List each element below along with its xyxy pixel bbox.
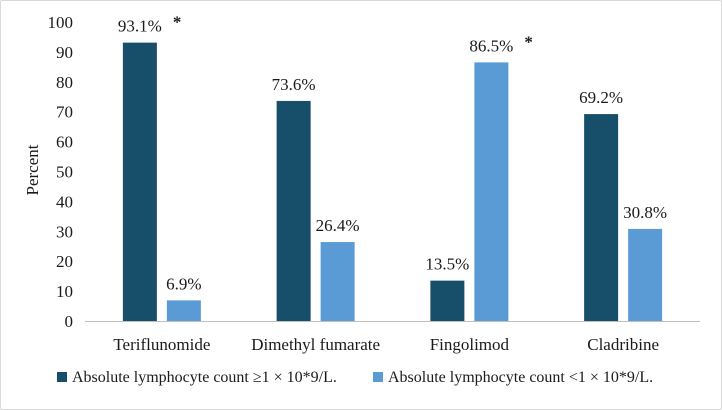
y-tick-label: 100 bbox=[48, 13, 74, 32]
y-tick-label: 0 bbox=[65, 312, 74, 331]
data-label: 69.2% bbox=[579, 88, 623, 107]
x-tick-label: Cladribine bbox=[587, 335, 659, 354]
bars bbox=[122, 42, 663, 322]
data-label: 13.5% bbox=[425, 255, 469, 274]
y-tick-label: 70 bbox=[56, 103, 73, 122]
data-label: 93.1% bbox=[118, 17, 162, 36]
data-label: 73.6% bbox=[272, 75, 316, 94]
y-tick-label: 50 bbox=[56, 163, 73, 182]
data-label: 26.4% bbox=[316, 216, 360, 235]
x-tick-label: Fingolimod bbox=[430, 335, 510, 354]
data-labels: 93.1% * 6.9% 73.6% 26.4% 13.5% 86.5% * 69.2% 30.8… bbox=[118, 13, 667, 294]
bar bbox=[474, 62, 509, 322]
significance-marker: * bbox=[173, 13, 182, 32]
bar bbox=[584, 114, 619, 321]
significance-marker: * bbox=[524, 32, 533, 51]
legend-swatch bbox=[373, 372, 383, 382]
y-axis: 0 10 20 30 40 50 60 70 80 90 100 bbox=[48, 13, 74, 331]
y-tick-label: 60 bbox=[56, 133, 73, 152]
bar bbox=[276, 100, 311, 321]
x-tick-label: Teriflunomide bbox=[113, 335, 210, 354]
data-label: 6.9% bbox=[166, 274, 201, 293]
y-tick-label: 20 bbox=[56, 252, 73, 271]
bar bbox=[430, 280, 465, 321]
y-tick-label: 10 bbox=[56, 282, 73, 301]
bar bbox=[122, 42, 157, 321]
bar bbox=[628, 228, 663, 321]
y-tick-label: 30 bbox=[56, 222, 73, 241]
y-axis-label: Percent bbox=[23, 144, 42, 195]
y-tick-label: 90 bbox=[56, 43, 73, 62]
legend-swatch bbox=[57, 372, 67, 382]
x-axis: Teriflunomide Dimethyl fumarate Fingolimod… bbox=[85, 321, 700, 354]
data-label: 30.8% bbox=[623, 203, 667, 222]
bar bbox=[320, 242, 355, 321]
legend-label: Absolute lymphocyte count ≥1 × 10*9/L. bbox=[72, 369, 337, 386]
x-tick-label: Dimethyl fumarate bbox=[251, 335, 380, 354]
y-tick-label: 80 bbox=[56, 73, 73, 92]
legend-label: Absolute lymphocyte count <1 × 10*9/L. bbox=[388, 369, 653, 386]
data-label: 86.5% bbox=[469, 36, 513, 55]
legend: Absolute lymphocyte count ≥1 × 10*9/L. Ab… bbox=[57, 369, 653, 386]
y-tick-label: 40 bbox=[56, 192, 73, 211]
bar bbox=[166, 300, 201, 321]
